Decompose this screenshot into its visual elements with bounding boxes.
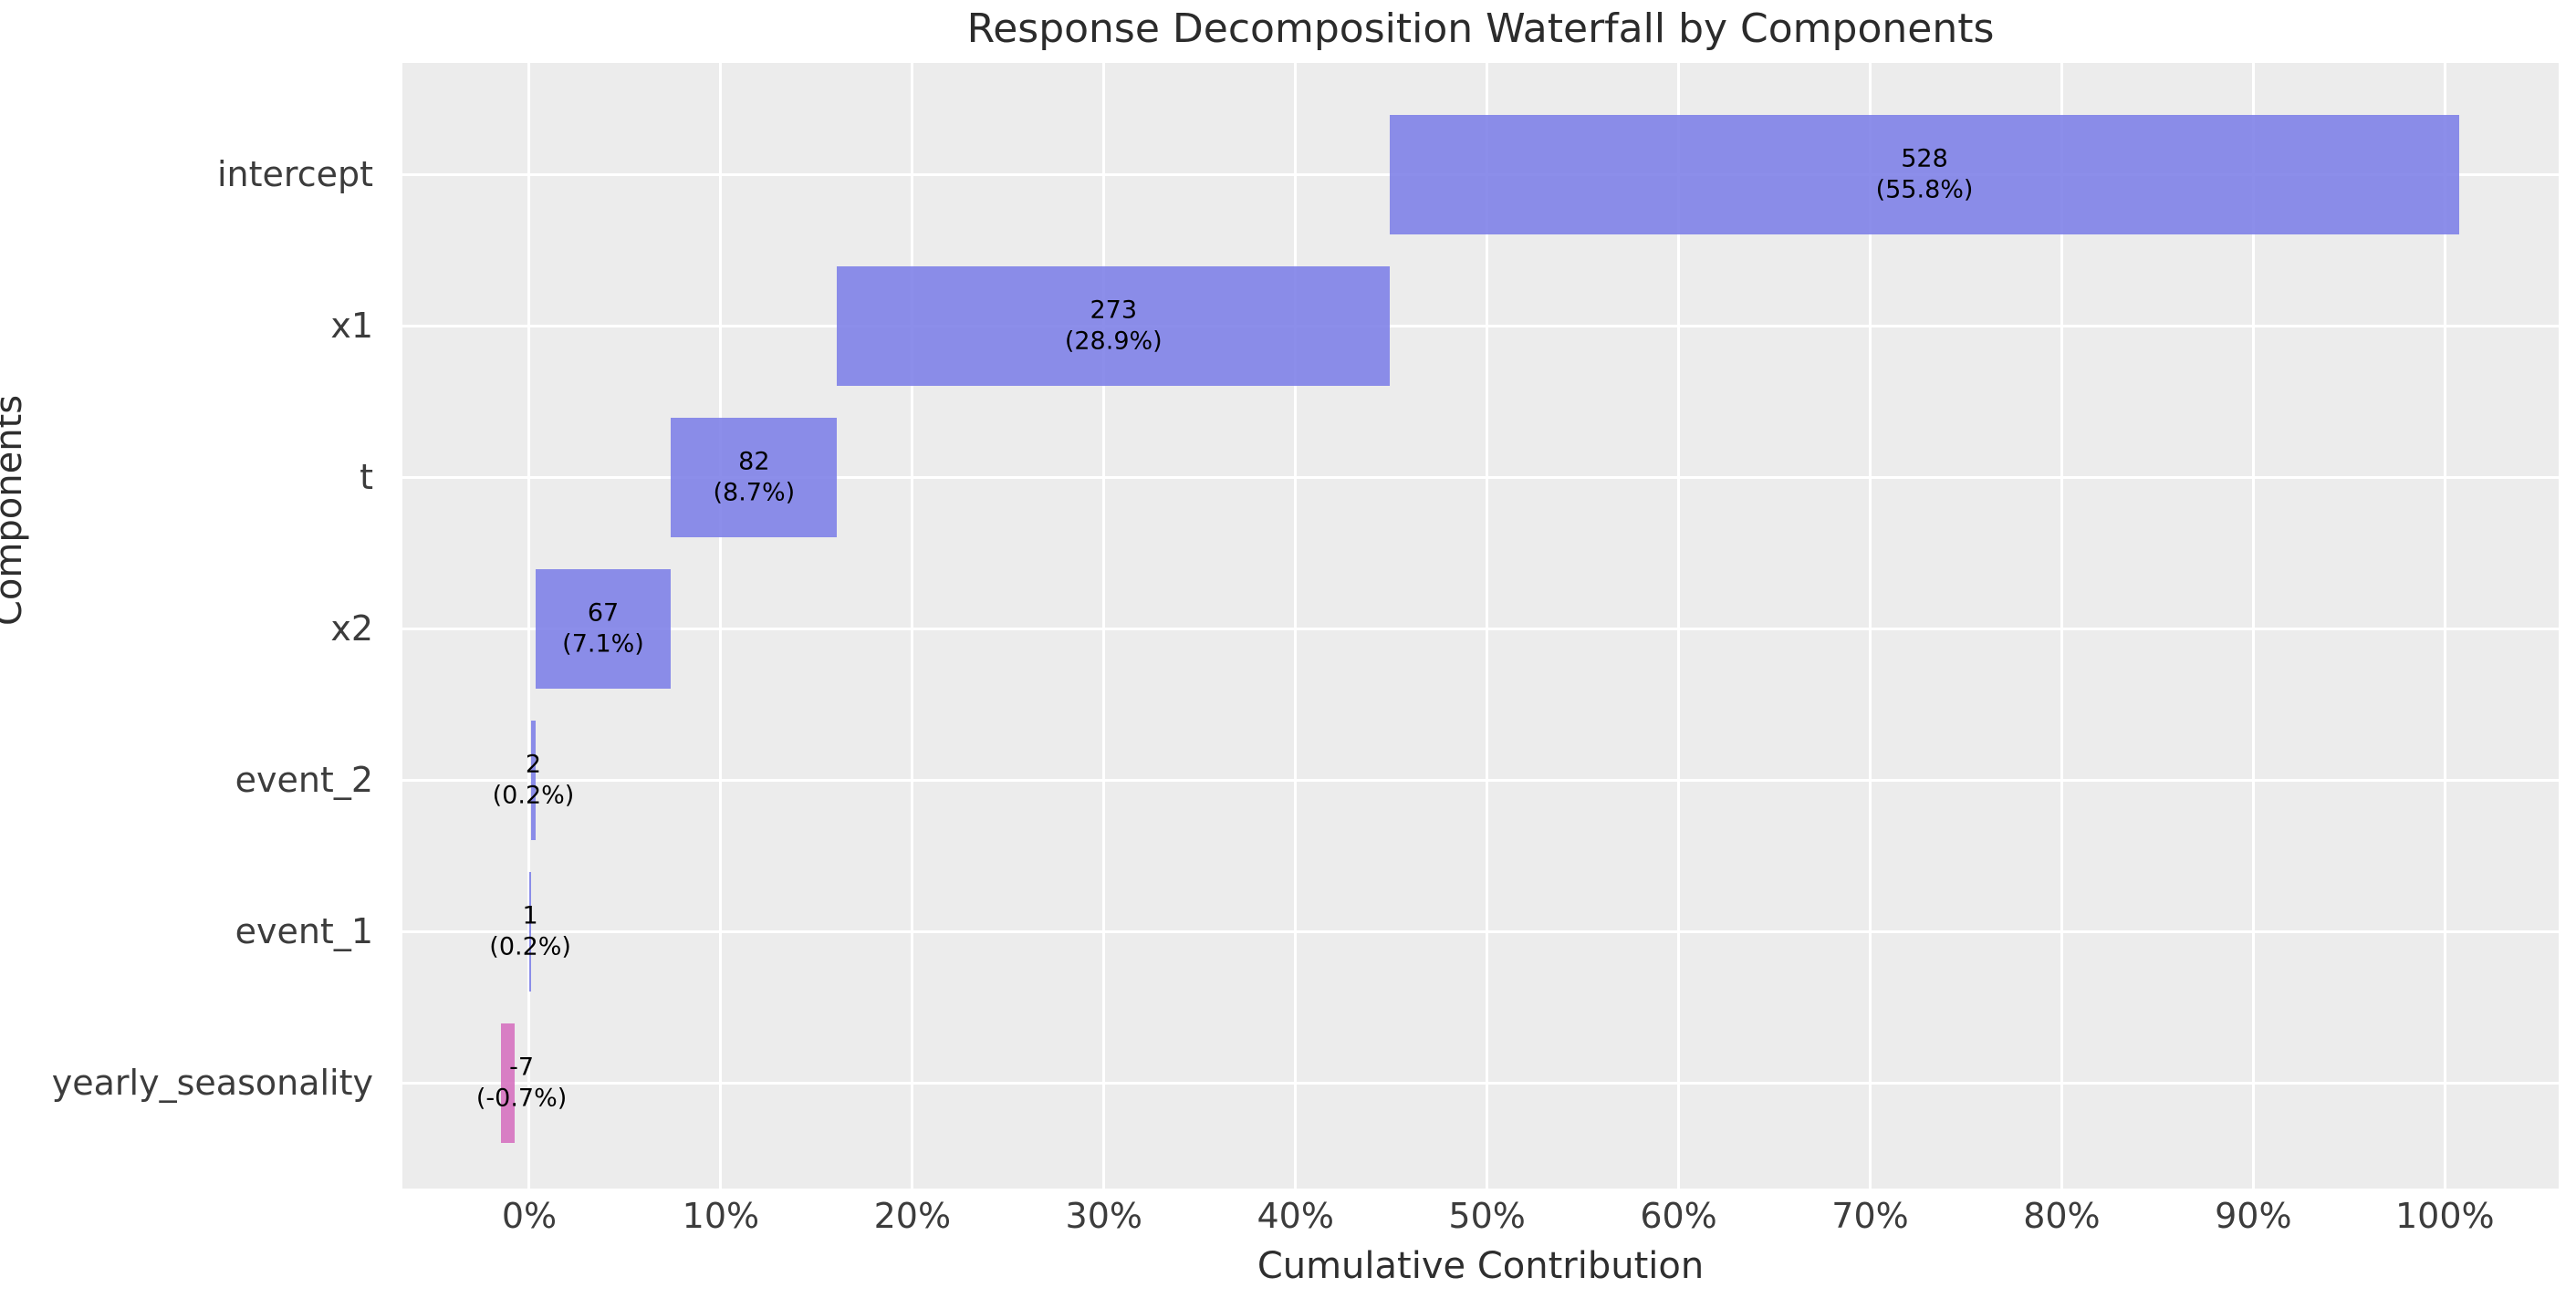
bar-value: 528 bbox=[1901, 144, 1948, 173]
x-axis-tick-labels: 0% 10% 20% 30% 40% 50% 60% 70% 80% 90% 100% bbox=[402, 1196, 2559, 1241]
x-tick-label: 100% bbox=[2394, 1196, 2495, 1236]
x-tick-label: 50% bbox=[1448, 1196, 1526, 1236]
x-tick-label: 0% bbox=[501, 1196, 558, 1236]
bar-percentage: (0.2%) bbox=[489, 932, 571, 961]
x-tick-label: 90% bbox=[2215, 1196, 2292, 1236]
bar-value: 67 bbox=[587, 598, 620, 628]
bar-label-event_2: 2 (0.2%) bbox=[493, 749, 575, 811]
bar-event_1 bbox=[528, 871, 532, 992]
gridline-vertical bbox=[719, 63, 723, 1189]
bar-yearly_seasonality bbox=[500, 1023, 516, 1143]
gridline-vertical bbox=[1486, 63, 1489, 1189]
y-tick-label-yearly_seasonality: yearly_seasonality bbox=[51, 1063, 373, 1104]
bar-label-t: 82 (8.7%) bbox=[713, 446, 795, 508]
chart-title: Response Decomposition Waterfall by Comp… bbox=[966, 5, 1995, 52]
y-tick-label-event_2: event_2 bbox=[235, 760, 373, 801]
bar-percentage: (-0.7%) bbox=[475, 1084, 568, 1113]
x-tick-label: 70% bbox=[1831, 1196, 1909, 1236]
gridline-horizontal bbox=[402, 929, 2559, 933]
x-tick-label: 60% bbox=[1640, 1196, 1717, 1236]
x-tick-label: 40% bbox=[1257, 1196, 1334, 1236]
gridline-vertical bbox=[1869, 63, 1872, 1189]
gridline-horizontal bbox=[402, 324, 2559, 327]
bar-percentage: (8.7%) bbox=[713, 478, 796, 507]
bar-percentage: (7.1%) bbox=[562, 629, 644, 659]
gridline-vertical bbox=[911, 63, 914, 1189]
y-tick-label-t: t bbox=[360, 457, 373, 498]
gridline-vertical bbox=[2060, 63, 2063, 1189]
gridline-vertical bbox=[2251, 63, 2255, 1189]
gridline-vertical bbox=[1294, 63, 1298, 1189]
bar-event_2 bbox=[531, 720, 536, 840]
plot-area: 528 (55.8%) 273 (28.9%) 82 (8.7%) 67 (7.1%) 2 (0.… bbox=[402, 63, 2559, 1189]
bar-label-intercept: 528 (55.8%) bbox=[1876, 143, 1974, 205]
gridline-horizontal bbox=[402, 778, 2559, 782]
gridline-vertical bbox=[527, 63, 531, 1189]
gridline-vertical bbox=[1677, 63, 1681, 1189]
bar-value: 273 bbox=[1090, 296, 1138, 325]
gridline-vertical bbox=[1102, 63, 1106, 1189]
bar-label-x1: 273 (28.9%) bbox=[1065, 295, 1163, 357]
bar-value: 1 bbox=[522, 901, 538, 930]
bar-label-x2: 67 (7.1%) bbox=[562, 597, 644, 659]
bar-percentage: (55.8%) bbox=[1875, 175, 1974, 204]
x-axis-title: Cumulative Contribution bbox=[1257, 1245, 1705, 1287]
bar-intercept bbox=[1390, 114, 2459, 234]
bar-x1 bbox=[837, 265, 1391, 386]
y-tick-label-x1: x1 bbox=[330, 306, 373, 347]
bar-label-event_1: 1 (0.2%) bbox=[489, 900, 571, 962]
bar-t bbox=[671, 417, 838, 537]
gridline-horizontal bbox=[402, 1081, 2559, 1085]
y-tick-label-intercept: intercept bbox=[217, 154, 373, 195]
x-tick-label: 80% bbox=[2023, 1196, 2101, 1236]
bar-value: 2 bbox=[525, 750, 542, 779]
x-tick-label: 10% bbox=[682, 1196, 760, 1236]
bar-x2 bbox=[535, 568, 672, 689]
bar-value: -7 bbox=[509, 1053, 535, 1082]
y-tick-label-x2: x2 bbox=[330, 608, 373, 649]
gridline-horizontal bbox=[402, 475, 2559, 479]
y-axis-tick-labels: intercept x1 t x2 event_2 event_1 yearly_seaso… bbox=[0, 63, 388, 1189]
gridline-horizontal bbox=[402, 627, 2559, 630]
gridline-vertical bbox=[2443, 63, 2446, 1189]
bar-value: 82 bbox=[738, 447, 770, 476]
x-tick-label: 30% bbox=[1065, 1196, 1142, 1236]
y-tick-label-event_1: event_1 bbox=[235, 911, 373, 952]
bar-label-yearly_seasonality: -7 (-0.7%) bbox=[476, 1052, 567, 1114]
bar-percentage: (0.2%) bbox=[492, 781, 575, 810]
x-tick-label: 20% bbox=[873, 1196, 952, 1236]
bar-percentage: (28.9%) bbox=[1064, 327, 1163, 356]
